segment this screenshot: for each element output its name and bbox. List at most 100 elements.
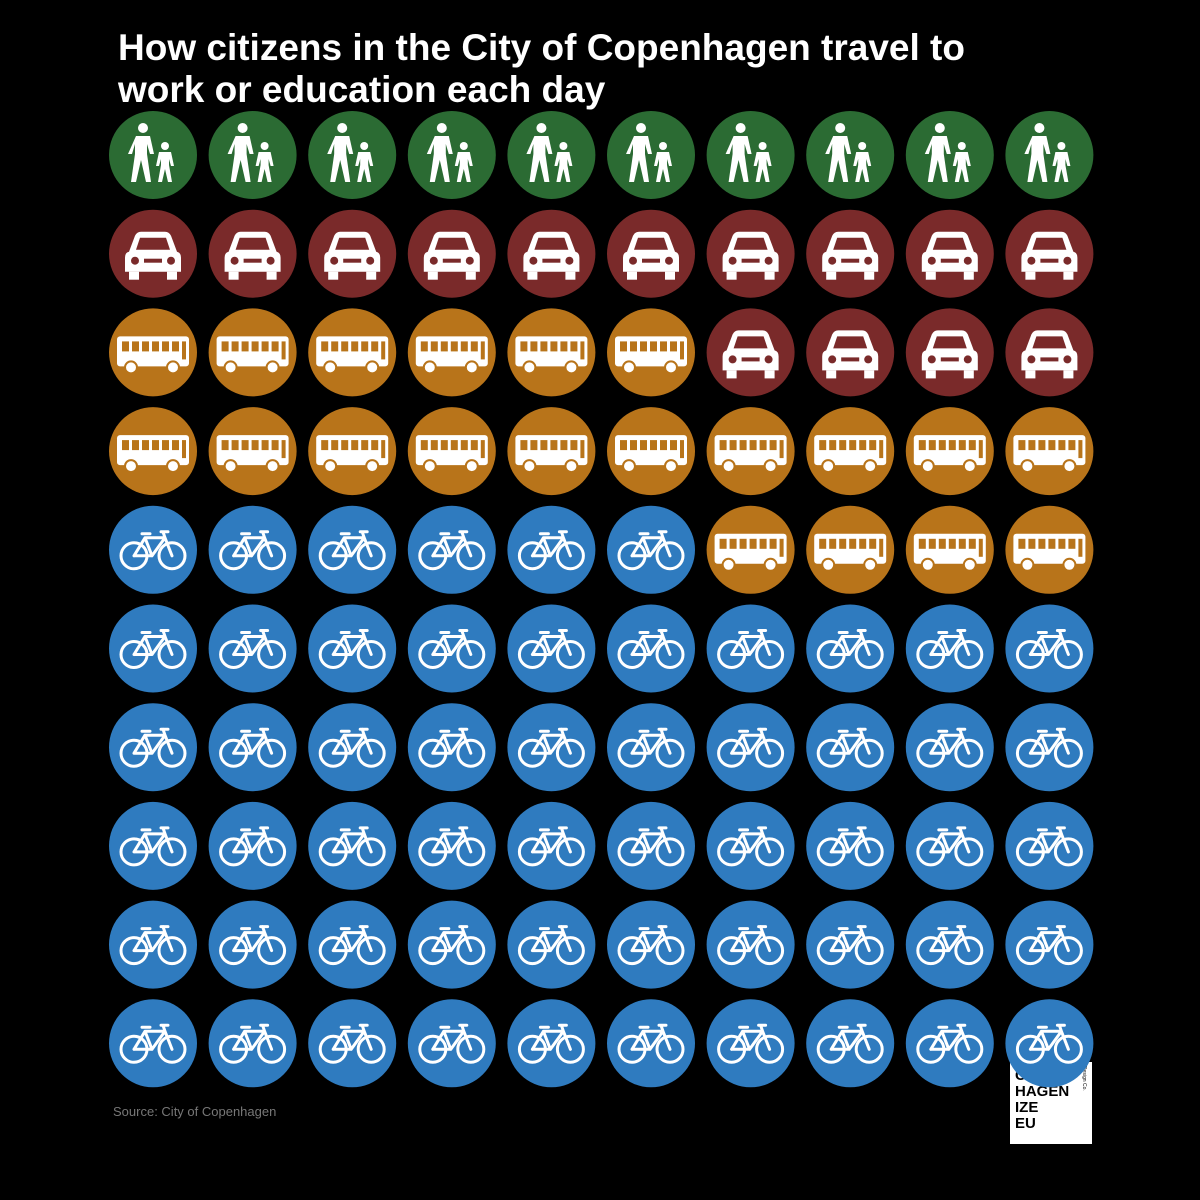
icon-part xyxy=(157,837,187,867)
icon-part xyxy=(161,142,169,150)
icon-part xyxy=(954,640,984,669)
icon-part xyxy=(1068,538,1076,549)
icon-part xyxy=(536,123,547,133)
icon-part xyxy=(1024,136,1051,182)
icon-cell xyxy=(1005,900,1094,989)
icon-part xyxy=(849,440,857,451)
icon-cell xyxy=(706,801,795,890)
icon-part xyxy=(954,936,984,966)
icon-part xyxy=(934,123,945,133)
icon-part xyxy=(464,360,479,375)
icon-part xyxy=(232,826,274,854)
icon-part xyxy=(331,826,373,854)
icon-part xyxy=(821,557,836,572)
icon-part xyxy=(925,370,936,379)
icon-cell xyxy=(507,111,596,199)
icon-cell xyxy=(607,407,695,496)
icon-circle xyxy=(208,505,297,594)
icon-part xyxy=(963,370,974,379)
icon-circle xyxy=(607,111,695,199)
icon-part xyxy=(157,936,187,966)
icon-part xyxy=(839,538,847,549)
icon-cell xyxy=(706,111,795,199)
icon-part xyxy=(232,727,274,755)
icon-part xyxy=(1028,925,1070,953)
icon-part xyxy=(764,370,775,379)
icon-part xyxy=(580,341,585,360)
icon-part xyxy=(640,341,647,352)
icon-part xyxy=(968,440,976,451)
icon-cell xyxy=(1005,111,1094,199)
icon-part xyxy=(431,1023,473,1051)
icon-part xyxy=(918,440,926,451)
icon-part xyxy=(958,538,966,549)
icon-part xyxy=(323,459,338,474)
icon-part xyxy=(829,826,871,854)
icon-part xyxy=(749,440,757,451)
icon-cell xyxy=(109,999,197,1088)
icon-part xyxy=(331,530,373,558)
icon-cell xyxy=(109,505,197,594)
icon-part xyxy=(725,136,752,182)
icon-part xyxy=(542,258,561,263)
icon-cell xyxy=(607,703,695,792)
icon-part xyxy=(265,360,280,375)
icon-cell xyxy=(308,505,397,594)
icon-circle xyxy=(407,505,496,594)
icon-cell xyxy=(507,801,596,890)
icon-part xyxy=(182,440,186,459)
icon-circle xyxy=(905,900,994,989)
icon-cell xyxy=(407,703,496,792)
waffle xyxy=(109,111,1094,1088)
icon-cell xyxy=(806,308,895,397)
icon-cell xyxy=(706,505,795,594)
icon-part xyxy=(962,459,977,474)
icon-part xyxy=(431,826,473,854)
icon-cell xyxy=(308,604,397,693)
icon-circle xyxy=(806,999,895,1088)
icon-part xyxy=(826,271,837,280)
icon-part xyxy=(331,727,373,755)
icon-part xyxy=(829,538,837,549)
icon-part xyxy=(550,341,558,352)
icon-part xyxy=(534,237,569,250)
icon-part xyxy=(719,440,727,451)
icon-part xyxy=(864,355,873,364)
icon-cell xyxy=(806,111,895,199)
icon-part xyxy=(167,271,177,280)
icon-part xyxy=(958,440,966,451)
icon-part xyxy=(132,440,139,451)
icon-part xyxy=(335,237,370,250)
icon-part xyxy=(530,629,572,656)
icon-cell xyxy=(208,505,297,594)
icon-part xyxy=(828,256,837,265)
icon-part xyxy=(464,459,479,474)
icon-part xyxy=(331,629,373,656)
icon-cell xyxy=(109,111,197,199)
icon-part xyxy=(356,837,386,867)
icon-part xyxy=(650,440,657,451)
icon-part xyxy=(954,1034,984,1064)
icon-part xyxy=(728,355,737,364)
icon-circle xyxy=(507,505,596,594)
icon-part xyxy=(630,341,637,352)
icon-part xyxy=(630,530,672,558)
icon-part xyxy=(853,152,872,182)
icon-part xyxy=(948,440,956,451)
icon-part xyxy=(426,136,453,182)
icon-part xyxy=(232,530,274,558)
icon-part xyxy=(828,355,837,364)
icon-part xyxy=(167,256,175,265)
icon-part xyxy=(755,738,785,768)
icon-part xyxy=(266,271,277,280)
icon-cell xyxy=(208,604,297,693)
icon-part xyxy=(132,925,174,953)
icon-part xyxy=(665,271,675,280)
icon-part xyxy=(157,541,187,571)
icon-part xyxy=(281,440,286,459)
icon-cell xyxy=(706,900,795,989)
icon-part xyxy=(465,271,476,280)
icon-part xyxy=(132,826,174,854)
icon-part xyxy=(522,459,537,474)
